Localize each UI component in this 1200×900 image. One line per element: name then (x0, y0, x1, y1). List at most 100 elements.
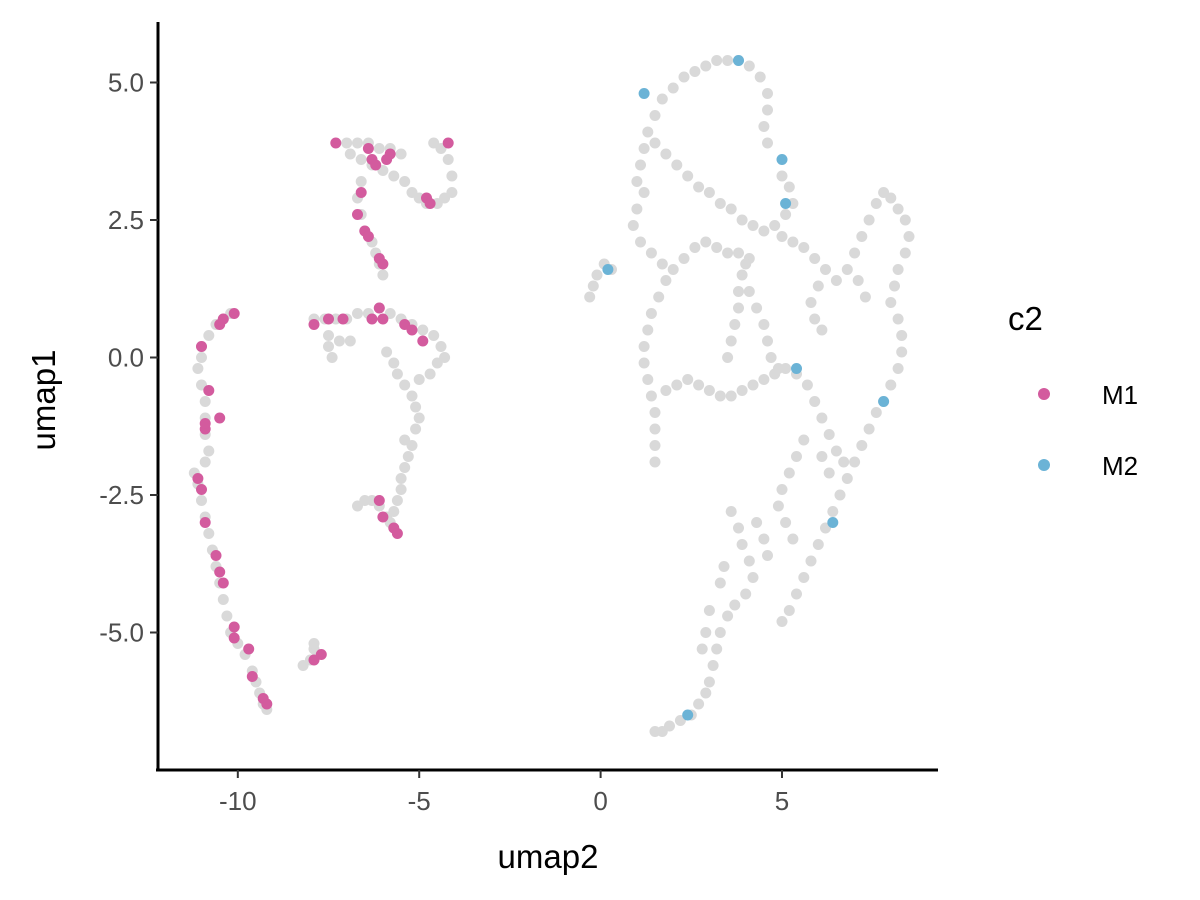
background-point (827, 506, 839, 517)
background-point (446, 170, 458, 182)
point-m1 (373, 302, 385, 314)
background-point (660, 385, 672, 396)
background-point (729, 599, 741, 611)
background-point (635, 236, 646, 248)
background-point (805, 555, 817, 567)
background-point (638, 143, 650, 154)
background-point (399, 379, 411, 391)
legend-label-m1: M1 (1102, 380, 1138, 410)
background-point (740, 588, 752, 600)
point-m1 (217, 313, 229, 325)
background-point (653, 291, 665, 303)
background-point (428, 330, 440, 341)
point-m1 (366, 313, 378, 325)
background-point (889, 280, 900, 292)
point-m1 (196, 484, 207, 495)
legend-label-m2: M2 (1102, 451, 1138, 481)
point-m2 (780, 198, 792, 209)
background-point (776, 484, 788, 495)
background-point (762, 137, 773, 149)
background-point (442, 154, 454, 165)
background-point (725, 203, 737, 215)
background-point (856, 440, 868, 451)
background-point (631, 176, 643, 187)
background-point (638, 341, 650, 352)
background-point (591, 269, 603, 281)
background-point (801, 379, 813, 391)
background-point (863, 214, 875, 226)
background-point (402, 451, 414, 462)
background-point (711, 643, 723, 655)
point-m1 (337, 313, 349, 325)
background-point (627, 220, 639, 231)
background-point (780, 209, 792, 220)
background-point (700, 627, 712, 638)
point-m1 (384, 148, 396, 160)
background-points-layer (188, 55, 915, 737)
background-point (751, 302, 763, 314)
background-point (892, 363, 904, 374)
background-point (736, 385, 748, 396)
point-m1 (308, 319, 320, 330)
background-point (856, 231, 868, 242)
background-point (410, 401, 422, 413)
background-point (776, 170, 788, 182)
point-m1 (199, 418, 211, 429)
background-point (859, 291, 871, 303)
background-point (758, 533, 770, 545)
x-tick-label: -10 (219, 786, 257, 816)
background-point (399, 462, 411, 473)
background-point (892, 203, 904, 215)
background-point (852, 275, 864, 286)
background-point (196, 495, 207, 506)
x-tick-label: 0 (593, 786, 607, 816)
x-axis-title: umap2 (498, 838, 599, 875)
background-point (816, 324, 828, 336)
background-point (344, 335, 356, 347)
y-tick-label: 2.5 (108, 205, 144, 235)
background-point (765, 352, 777, 363)
background-point (733, 522, 744, 534)
point-m1 (228, 632, 240, 644)
background-point (714, 577, 726, 589)
background-point (722, 247, 734, 259)
background-point (645, 247, 657, 259)
point-m1 (315, 649, 327, 660)
background-point (711, 55, 723, 66)
background-point (700, 687, 712, 699)
point-m2 (733, 55, 744, 66)
background-point (722, 610, 734, 622)
background-point (199, 456, 211, 468)
background-point (413, 374, 425, 385)
background-point (725, 335, 737, 347)
background-point (388, 170, 400, 182)
background-point (896, 330, 908, 341)
point-m1 (323, 313, 334, 325)
background-point (631, 203, 643, 215)
background-point (693, 181, 705, 193)
point-m1 (214, 566, 226, 578)
background-point (656, 93, 668, 105)
point-m2 (776, 154, 788, 165)
background-point (344, 148, 356, 160)
point-m2 (791, 363, 802, 374)
point-m2 (602, 264, 614, 275)
point-m1 (362, 231, 374, 242)
background-point (689, 66, 701, 77)
background-point (776, 616, 788, 627)
point-m1 (214, 412, 226, 424)
background-point (700, 236, 712, 248)
background-point (809, 253, 821, 264)
point-m1 (330, 137, 342, 149)
point-m1 (352, 209, 363, 220)
background-point (413, 412, 425, 424)
point-m2 (682, 709, 694, 721)
background-point (863, 423, 875, 435)
background-point (841, 473, 853, 484)
background-point (892, 264, 904, 275)
background-point (718, 561, 730, 572)
background-point (645, 390, 657, 402)
background-point (399, 434, 411, 446)
background-point (667, 82, 679, 94)
